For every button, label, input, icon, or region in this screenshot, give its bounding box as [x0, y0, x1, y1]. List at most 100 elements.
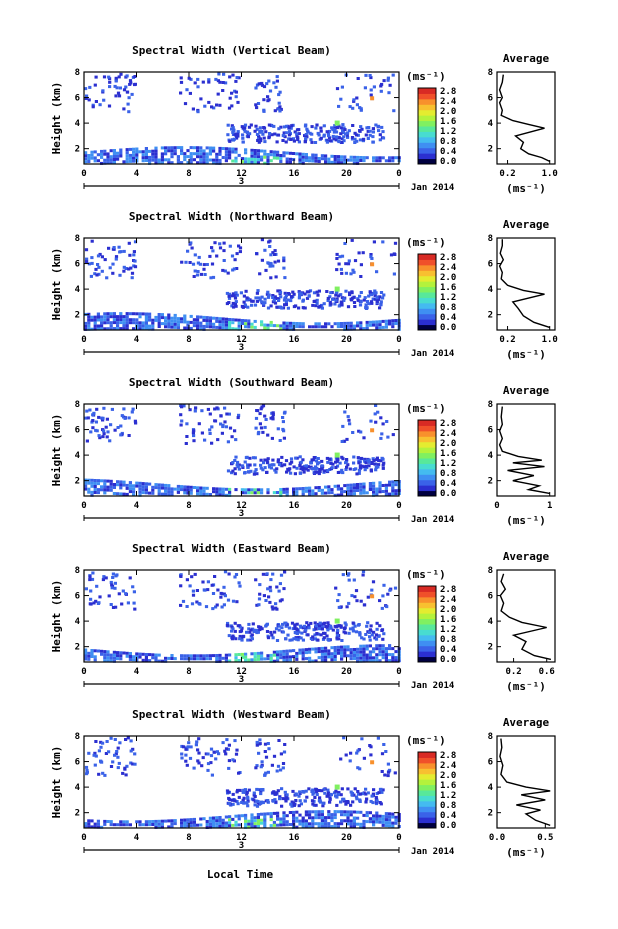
- heatmap-cell: [278, 305, 282, 309]
- heatmap-cell: [203, 273, 207, 276]
- heatmap-cell: [372, 484, 376, 488]
- heatmap-cell: [294, 636, 298, 640]
- heatmap-cell: [119, 657, 123, 661]
- heatmap-cell: [320, 810, 324, 814]
- heatmap-cell: [372, 817, 376, 821]
- heatmap-cell: [93, 649, 97, 653]
- heatmap-cell: [336, 484, 340, 488]
- heatmap-cell: [384, 812, 388, 816]
- heatmap-cell: [167, 825, 171, 829]
- heatmap-cell: [93, 150, 97, 154]
- heatmap-cell: [356, 486, 360, 489]
- heatmap-cell: [222, 249, 226, 253]
- heatmap-cell: [179, 423, 183, 427]
- heatmap-cell: [299, 292, 303, 296]
- heatmap-cell: [276, 156, 280, 160]
- heatmap-cell: [288, 321, 292, 325]
- heatmap-cell: [212, 325, 216, 329]
- heatmap-cell: [285, 321, 289, 325]
- heatmap-cell: [234, 823, 238, 827]
- heatmap-cell: [104, 752, 108, 755]
- heatmap-cell: [351, 629, 355, 633]
- heatmap-cell: [349, 321, 353, 325]
- heatmap-cell: [268, 585, 272, 589]
- heatmap-cell: [237, 795, 241, 799]
- colorbar-tick-label: 0.4: [440, 645, 457, 655]
- heatmap-cell: [375, 458, 379, 462]
- heatmap-cell: [230, 254, 235, 258]
- heatmap-cell: [196, 318, 200, 322]
- heatmap-cell: [215, 822, 219, 826]
- heatmap-cell: [388, 319, 392, 323]
- heatmap-cell: [308, 489, 312, 493]
- heatmap-cell: [266, 800, 270, 804]
- heatmap-cell: [336, 810, 340, 814]
- heatmap-cell: [135, 484, 139, 488]
- heatmap-cell: [334, 789, 338, 793]
- average-x-axis-label: (ms⁻¹): [506, 846, 546, 859]
- heatmap-cell: [253, 816, 257, 820]
- heatmap-cell: [274, 275, 278, 279]
- heatmap-cell: [209, 747, 214, 751]
- heatmap-cell: [361, 251, 365, 255]
- heatmap-cell: [350, 238, 354, 242]
- heatmap-cell: [282, 411, 287, 415]
- heatmap-cell: [264, 130, 268, 134]
- heatmap-cell: [383, 773, 387, 777]
- heatmap-cell: [210, 441, 214, 445]
- heatmap-cell: [180, 488, 184, 492]
- heatmap-cell: [296, 638, 300, 642]
- heatmap-cell: [345, 437, 349, 441]
- heatmap-cell: [233, 302, 237, 306]
- heatmap-cell: [180, 317, 184, 321]
- heatmap-cell: [215, 657, 219, 660]
- heatmap-cell: [320, 646, 324, 650]
- heatmap-cell: [199, 327, 203, 331]
- heatmap-cell: [231, 73, 235, 77]
- heatmap-cell: [369, 799, 373, 803]
- heatmap-cell: [280, 455, 284, 459]
- heatmap-cell: [227, 296, 232, 300]
- heatmap-cell: [292, 637, 296, 641]
- heatmap-cell: [276, 764, 281, 768]
- heatmap-cell: [125, 321, 129, 325]
- heatmap-cell: [278, 582, 282, 586]
- heatmap-cell: [352, 99, 356, 103]
- heatmap-cell: [101, 418, 105, 422]
- heatmap-cell: [295, 132, 299, 136]
- heatmap-cell: [218, 819, 222, 822]
- heatmap-cell: [202, 327, 206, 331]
- heatmap-cell: [151, 321, 155, 325]
- heatmap-cell: [101, 435, 105, 439]
- colorbar-tick-label: 2.0: [440, 605, 456, 615]
- heatmap-cell: [186, 320, 190, 324]
- heatmap-cell: [302, 470, 306, 474]
- heatmap-cell: [350, 291, 354, 295]
- heatmap-cell: [343, 651, 347, 655]
- heatmap-cell: [256, 654, 260, 658]
- heatmap-cell: [104, 425, 108, 429]
- heatmap-cell: [326, 132, 330, 135]
- heatmap-cell: [271, 300, 275, 304]
- heatmap-cell: [131, 407, 135, 411]
- heatmap-cell: [260, 488, 264, 492]
- heatmap-cell: [340, 787, 344, 791]
- heatmap-cell: [262, 136, 266, 140]
- heatmap-cell: [220, 605, 224, 609]
- heatmap-cell: [141, 150, 145, 154]
- heatmap-cell: [349, 819, 353, 823]
- heatmap-cell: [281, 139, 285, 142]
- heatmap-cell: [295, 810, 299, 814]
- heatmap-cell: [222, 592, 226, 596]
- heatmap-cell: [103, 315, 107, 319]
- heatmap-cell: [362, 488, 366, 492]
- heatmap-cell: [133, 259, 137, 263]
- heatmap-cell: [214, 605, 218, 609]
- heatmap-cell: [289, 471, 293, 475]
- heatmap-cell: [375, 814, 379, 818]
- heatmap-cell: [138, 150, 142, 154]
- heatmap-cell: [231, 301, 235, 305]
- heatmap-cell: [135, 312, 139, 316]
- date-label: Jan 2014: [411, 681, 455, 691]
- heatmap-cell: [94, 740, 98, 743]
